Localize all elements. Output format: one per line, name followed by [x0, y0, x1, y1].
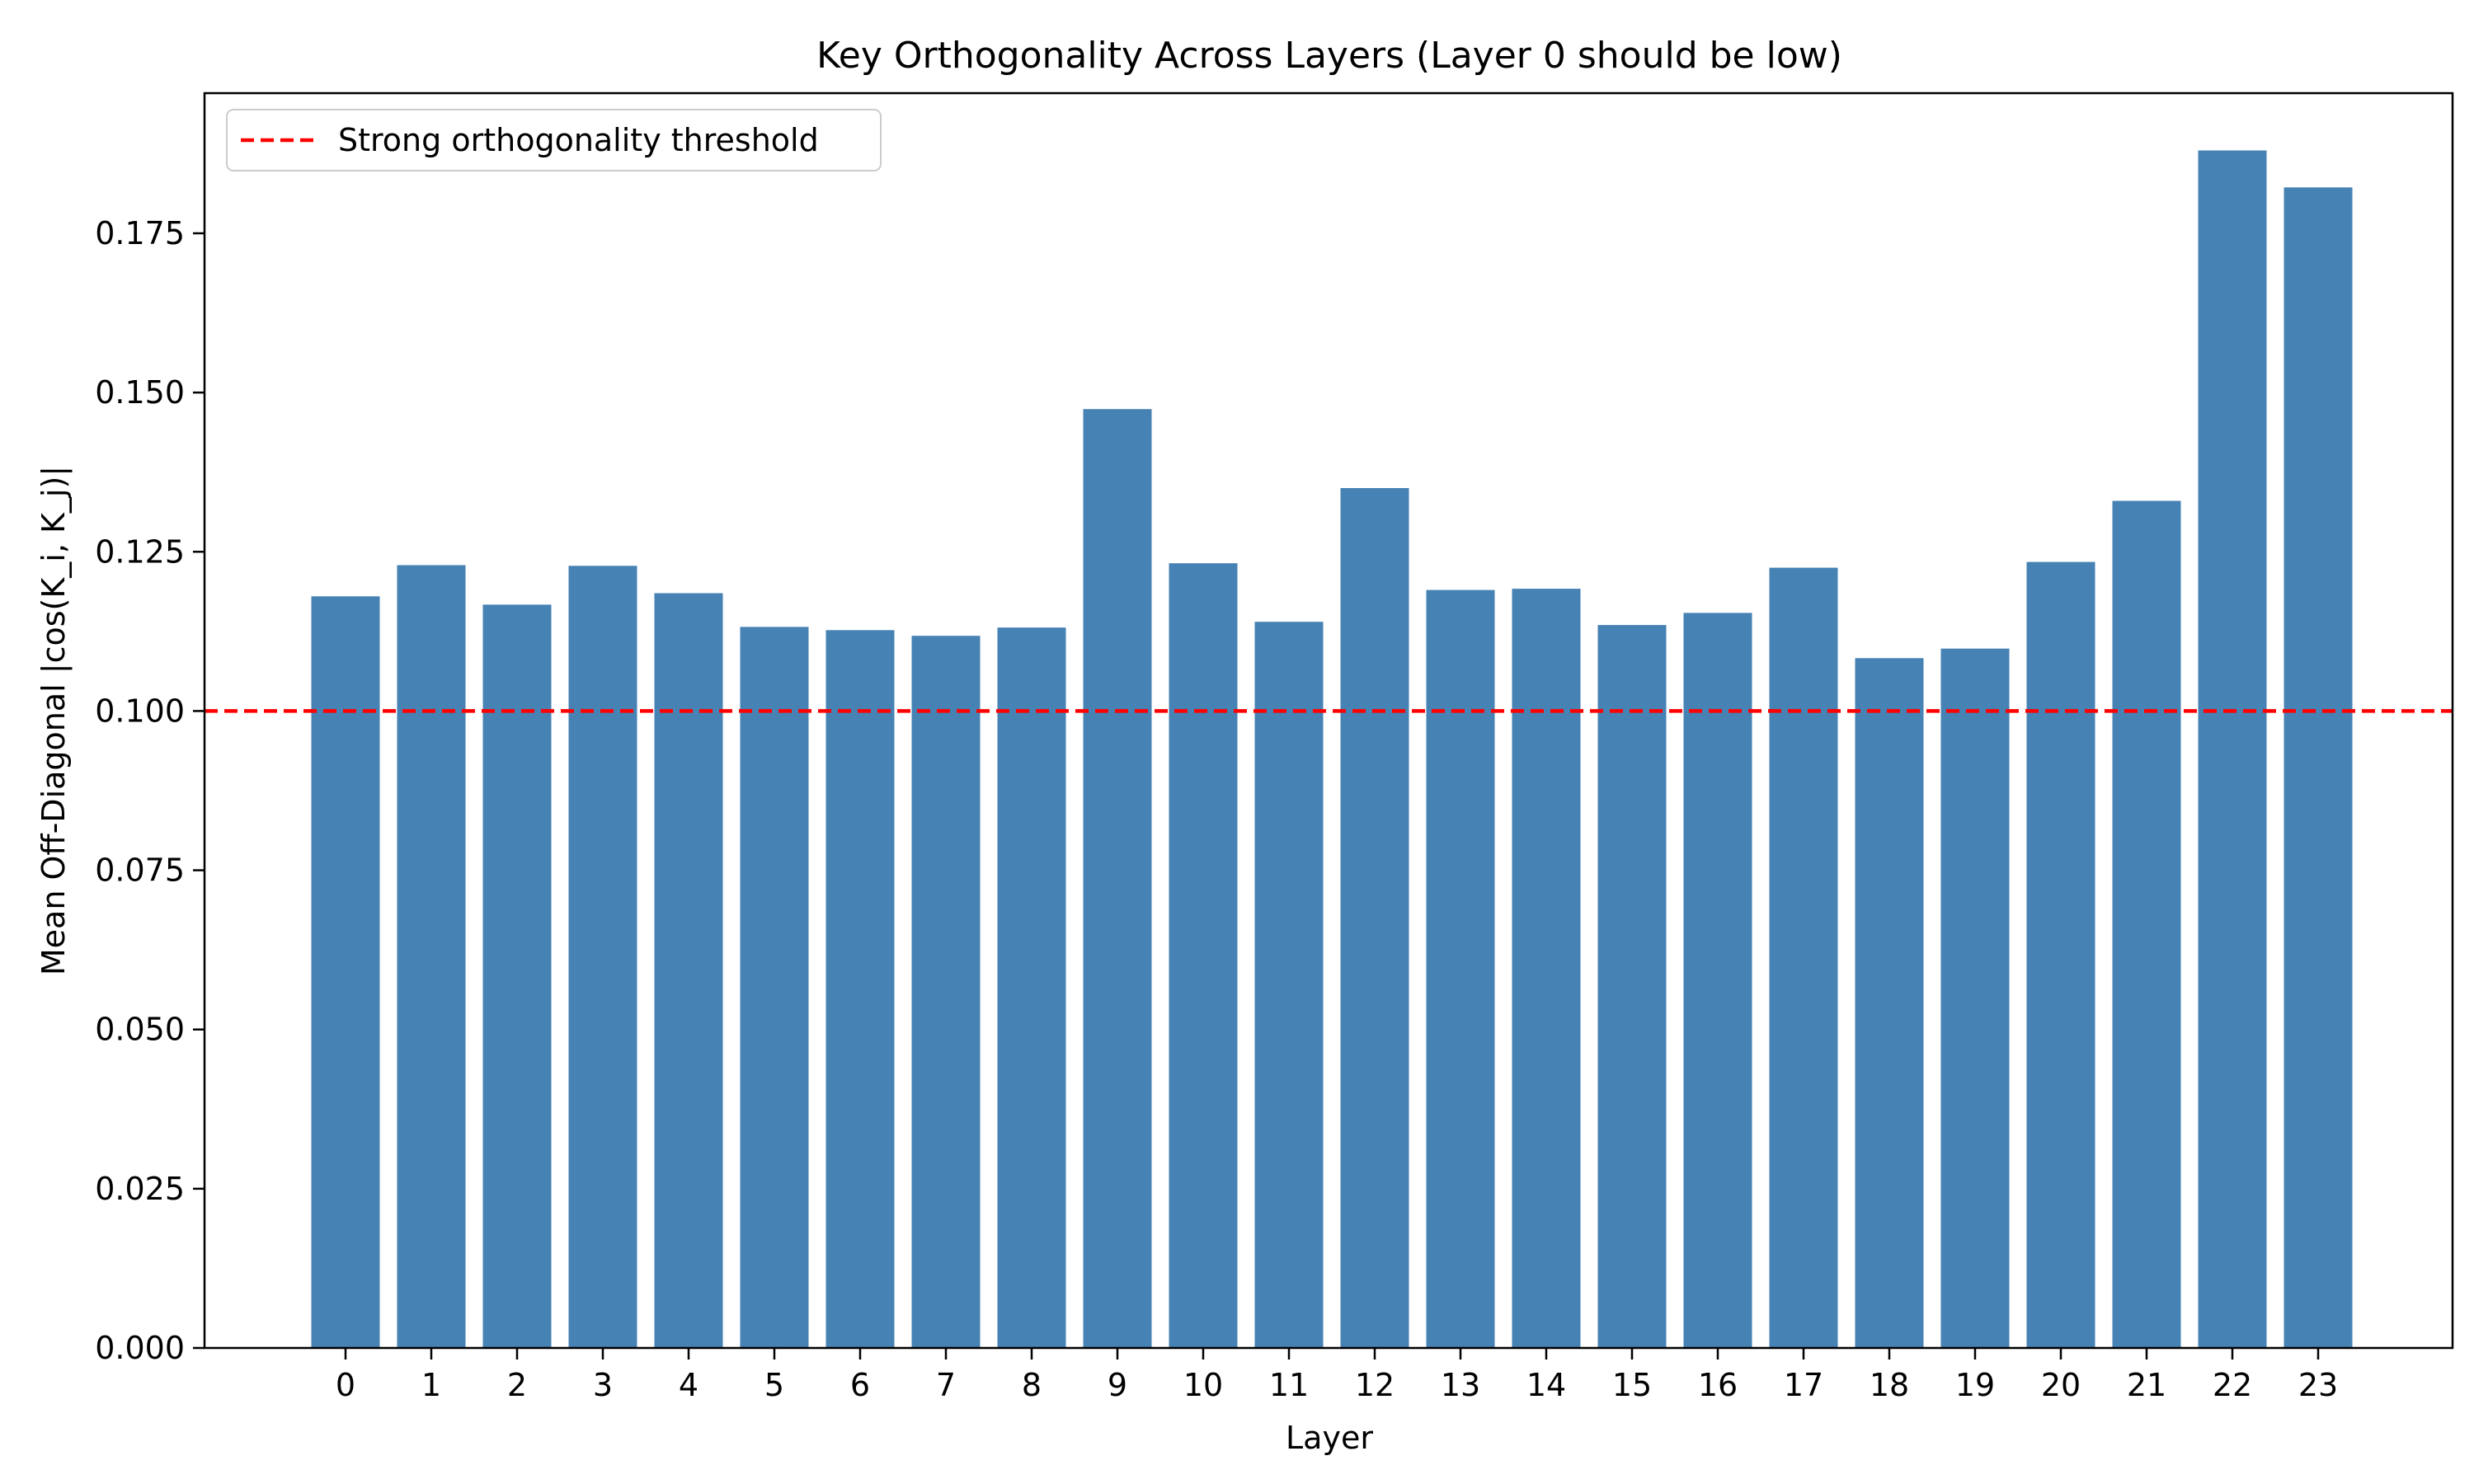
x-tick-label: 17 — [1784, 1367, 1823, 1403]
x-tick-label: 9 — [1108, 1367, 1127, 1403]
chart-title: Key Orthogonality Across Layers (Layer 0… — [816, 35, 1842, 77]
bar-layer-22 — [2198, 150, 2267, 1348]
bar-layer-4 — [654, 593, 723, 1348]
x-axis-label: Layer — [1286, 1420, 1373, 1456]
x-tick-label: 3 — [593, 1367, 613, 1403]
bar-layer-1 — [397, 565, 466, 1348]
bar-layer-6 — [825, 630, 895, 1348]
x-tick-label: 14 — [1526, 1367, 1566, 1403]
y-tick-label: 0.125 — [95, 533, 185, 570]
bar-layer-18 — [1855, 658, 1924, 1348]
bar-layer-11 — [1254, 622, 1324, 1348]
x-tick-label: 23 — [2298, 1367, 2338, 1403]
bar-layer-14 — [1512, 589, 1581, 1348]
bar-layer-16 — [1683, 613, 1752, 1348]
bar-layer-10 — [1169, 563, 1238, 1348]
y-axis: 0.000 0.025 0.050 0.075 0.100 0.125 0.150 0.175 — [95, 215, 205, 1366]
bar-layer-3 — [568, 566, 637, 1348]
x-tick-label: 15 — [1612, 1367, 1652, 1403]
x-tick-label: 12 — [1355, 1367, 1395, 1403]
bar-layer-19 — [1940, 648, 2010, 1348]
bar-layer-9 — [1083, 409, 1152, 1349]
y-axis-label: Mean Off-Diagonal |cos(K_i, K_j)| — [35, 466, 73, 975]
bar-layer-7 — [911, 636, 981, 1348]
x-tick-label: 5 — [764, 1367, 784, 1403]
y-tick-label: 0.175 — [95, 215, 185, 251]
y-tick-label: 0.025 — [95, 1171, 185, 1207]
y-tick-label: 0.100 — [95, 693, 185, 729]
y-tick-label: 0.050 — [95, 1012, 185, 1048]
bar-layer-8 — [997, 627, 1066, 1348]
x-tick-label: 6 — [850, 1367, 870, 1403]
y-tick-label: 0.075 — [95, 852, 185, 889]
x-tick-label: 21 — [2127, 1367, 2166, 1403]
bar-layer-5 — [740, 627, 809, 1348]
x-tick-label: 13 — [1441, 1367, 1480, 1403]
legend-box — [226, 109, 882, 171]
plot-frame — [203, 92, 2454, 1350]
x-tick-label: 10 — [1183, 1367, 1223, 1403]
bar-layer-0 — [311, 596, 380, 1348]
x-tick-label: 22 — [2213, 1367, 2252, 1403]
x-tick-label: 2 — [507, 1367, 527, 1403]
x-tick-label: 1 — [421, 1367, 441, 1403]
x-tick-label: 20 — [2041, 1367, 2081, 1403]
y-tick-label: 0.150 — [95, 374, 185, 411]
y-tick-label: 0.000 — [95, 1330, 185, 1366]
x-tick-label: 7 — [936, 1367, 956, 1403]
x-tick-label: 11 — [1269, 1367, 1309, 1403]
bars-layer — [311, 150, 2353, 1349]
x-axis: 0 1 2 3 4 5 6 7 8 9 10 11 12 13 14 15 16 17 18 19 20 21 22 23 — [336, 1348, 2338, 1403]
x-tick-label: 8 — [1022, 1367, 1042, 1403]
bar-layer-20 — [2026, 561, 2095, 1348]
bar-layer-13 — [1426, 589, 1495, 1348]
legend: Strong orthogonality threshold — [226, 109, 882, 171]
bar-layer-2 — [482, 604, 552, 1348]
bar-layer-12 — [1340, 488, 1409, 1348]
x-tick-label: 19 — [1955, 1367, 1995, 1403]
bar-layer-15 — [1597, 625, 1667, 1348]
x-tick-label: 16 — [1698, 1367, 1738, 1403]
bar-layer-21 — [2112, 500, 2181, 1348]
x-tick-label: 4 — [679, 1367, 698, 1403]
bar-layer-17 — [1769, 567, 1838, 1348]
x-tick-label: 18 — [1870, 1367, 1909, 1403]
bar-layer-23 — [2284, 187, 2353, 1348]
legend-threshold-label: Strong orthogonality threshold — [338, 122, 819, 158]
x-tick-label: 0 — [336, 1367, 355, 1403]
